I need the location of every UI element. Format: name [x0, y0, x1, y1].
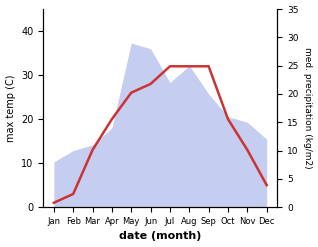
- X-axis label: date (month): date (month): [119, 231, 202, 242]
- Y-axis label: med. precipitation (kg/m2): med. precipitation (kg/m2): [303, 47, 313, 169]
- Y-axis label: max temp (C): max temp (C): [5, 74, 16, 142]
